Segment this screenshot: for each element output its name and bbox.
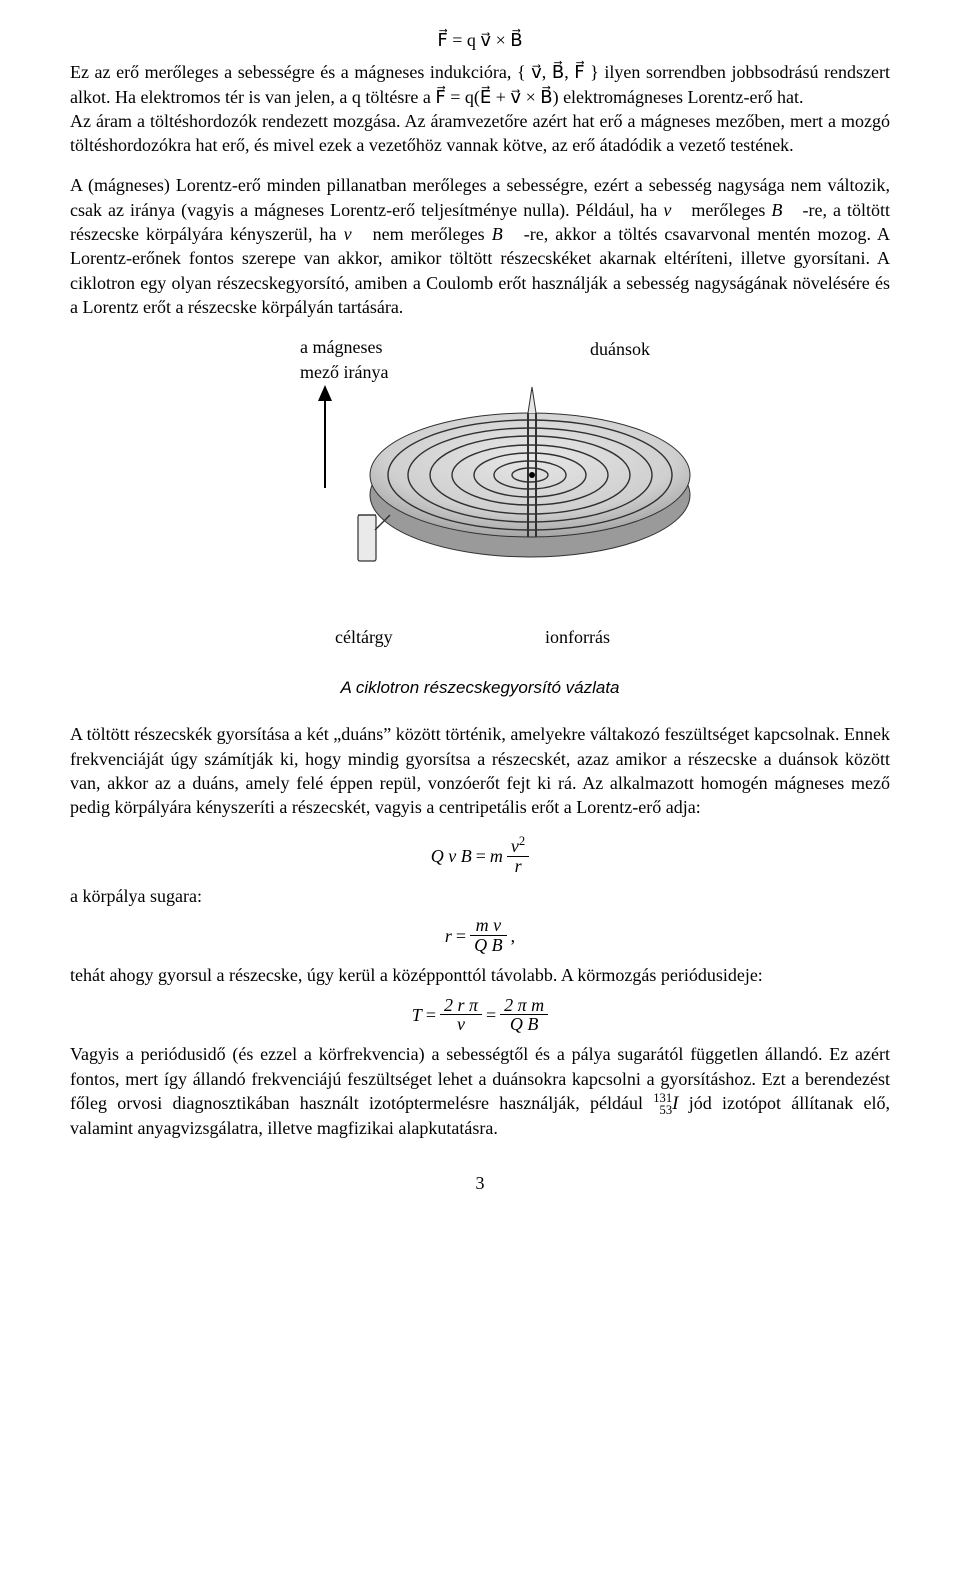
equation-centripetal: Q v B = m v2 r (70, 835, 890, 876)
num: v (511, 836, 519, 856)
label-duants: duánsok (590, 337, 650, 361)
vec-B-2: B⃗ (492, 224, 517, 244)
fraction-1: 2 r π v (440, 996, 482, 1035)
equation-radius: r = m v Q B , (70, 916, 890, 955)
text: nem merőleges (373, 224, 492, 244)
paragraph-lorentz-perp: A (mágneses) Lorentz-erő minden pillanat… (70, 173, 890, 319)
vec-B: B⃗ (771, 200, 796, 220)
eq-sign: = (456, 924, 466, 948)
text: céltárgy (335, 627, 393, 647)
fraction: m v Q B (470, 916, 507, 955)
sup: 2 (519, 834, 525, 848)
text: ionforrás (545, 627, 610, 647)
equation-lorentz-force: F⃗ = q v⃗ × B⃗ (70, 28, 890, 52)
page-number: 3 (70, 1171, 890, 1195)
text: Az áram a töltéshordozók rendezett mozgá… (70, 111, 890, 155)
label-ion-source: ionforrás (545, 625, 610, 649)
equation-period: T = 2 r π v = 2 π m Q B (70, 996, 890, 1035)
num: m v (470, 916, 507, 936)
den: v (440, 1015, 482, 1034)
paragraph-radius-label: a körpálya sugara: (70, 884, 890, 908)
eq-sign-2: = (486, 1003, 496, 1027)
text: elektromágneses Lorentz-erő hat. (563, 87, 803, 107)
paragraph-conclusion: Vagyis a periódusidő (és ezzel a körfrek… (70, 1042, 890, 1140)
figure-cyclotron: a mágneses mező iránya duánsok céltárgy … (70, 335, 890, 700)
vec-v: v⃗ (663, 200, 685, 220)
den: Q B (470, 936, 507, 955)
figure-canvas: a mágneses mező iránya duánsok céltárgy … (200, 335, 760, 675)
num: 2 π m (500, 996, 548, 1016)
den: Q B (500, 1015, 548, 1034)
atomic-number: 53 (660, 1103, 673, 1117)
eq2-lhs: r (445, 924, 452, 948)
eq1-m: m (490, 844, 503, 868)
isotope-I131: 131 53 I (653, 1093, 688, 1113)
fraction-2: 2 π m Q B (500, 996, 548, 1035)
arrow-magnetic-field-icon (310, 383, 340, 493)
cyclotron-diagram-icon (350, 365, 710, 625)
paragraph-period-intro: tehát ahogy gyorsul a részecske, úgy ker… (70, 963, 890, 987)
den: r (507, 857, 529, 876)
figure-caption: A ciklotron részecskegyorsító vázlata (70, 677, 890, 700)
eq-sign: = (476, 844, 486, 868)
paragraph-duants: A töltött részecskék gyorsítása a két „d… (70, 722, 890, 819)
text: a mágneses (300, 337, 382, 357)
label-target: céltárgy (335, 625, 393, 649)
tail: , (511, 924, 516, 948)
set-vBF: { v⃗, B⃗, F⃗ } (517, 62, 599, 82)
text: merőleges (691, 200, 771, 220)
formula-full-lorentz: F⃗ = q(E⃗ + v⃗ × B⃗) (435, 87, 558, 107)
eq-sign: = (426, 1003, 436, 1027)
fraction: v2 r (507, 835, 529, 876)
eq3-lhs: T (412, 1003, 422, 1027)
formula-text: F⃗ = q v⃗ × B⃗ (437, 30, 522, 50)
paragraph-lorentz-intro: Ez az erő merőleges a sebességre és a má… (70, 60, 890, 157)
text: Ez az erő merőleges a sebességre és a má… (70, 62, 517, 82)
text: duánsok (590, 339, 650, 359)
element-symbol: I (672, 1093, 678, 1114)
eq1-lhs: Q v B (431, 844, 472, 868)
num: 2 r π (440, 996, 482, 1016)
vec-v-2: v⃗ (344, 224, 366, 244)
